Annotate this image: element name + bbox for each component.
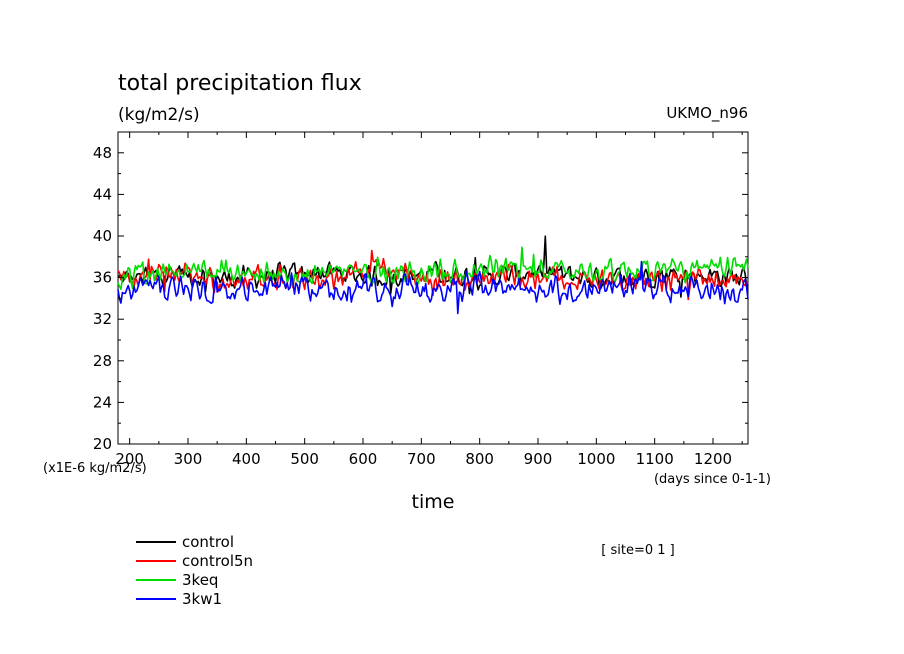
x-tick-label: 500 [290, 450, 319, 468]
plot-area [117, 131, 749, 445]
axes-layer: 20 24 28 32 36 40 44 48 200 300 400 500 600 700 800 900… [93, 132, 748, 468]
series-line-3keq [117, 246, 749, 291]
y-tick-label: 28 [93, 352, 112, 370]
legend-label-3keq: 3keq [182, 571, 218, 589]
chart-title: total precipitation flux [118, 71, 362, 96]
y-tick-label: 44 [93, 185, 112, 203]
legend-label-control5n: control5n [182, 552, 253, 570]
x-tick-label: 600 [349, 450, 378, 468]
y-tick-label: 20 [93, 435, 112, 453]
legend-label-control: control [182, 533, 234, 551]
x-tick-label: 400 [232, 450, 261, 468]
x-tick-label: 800 [465, 450, 494, 468]
x-tick-label: 700 [407, 450, 436, 468]
x-units-label: (days since 0-1-1) [654, 472, 771, 487]
x-tick-label: 300 [174, 450, 203, 468]
x-axis-title: time [412, 491, 455, 513]
x-tick-label: 1000 [577, 450, 615, 468]
site-annotation: [ site=0 1 ] [601, 543, 674, 558]
series-line-3kw1 [117, 260, 749, 315]
y-scale-label: (x1E-6 kg/m2/s) [43, 461, 147, 476]
plot-frame [117, 131, 749, 445]
series-layer [117, 235, 749, 315]
y-tick-label: 24 [93, 393, 112, 411]
y-tick-label: 32 [93, 310, 112, 328]
legend-label-3kw1: 3kw1 [182, 590, 222, 608]
y-tick-label: 36 [93, 269, 112, 287]
y-tick-label: 40 [93, 227, 112, 245]
x-tick-label: 1100 [636, 450, 674, 468]
chart-units: (kg/m2/s) [118, 105, 200, 125]
model-label: UKMO_n96 [666, 104, 748, 123]
y-tick-label: 48 [93, 144, 112, 162]
x-tick-label: 1200 [694, 450, 732, 468]
x-tick-label: 200 [115, 450, 144, 468]
x-tick-label: 900 [524, 450, 553, 468]
